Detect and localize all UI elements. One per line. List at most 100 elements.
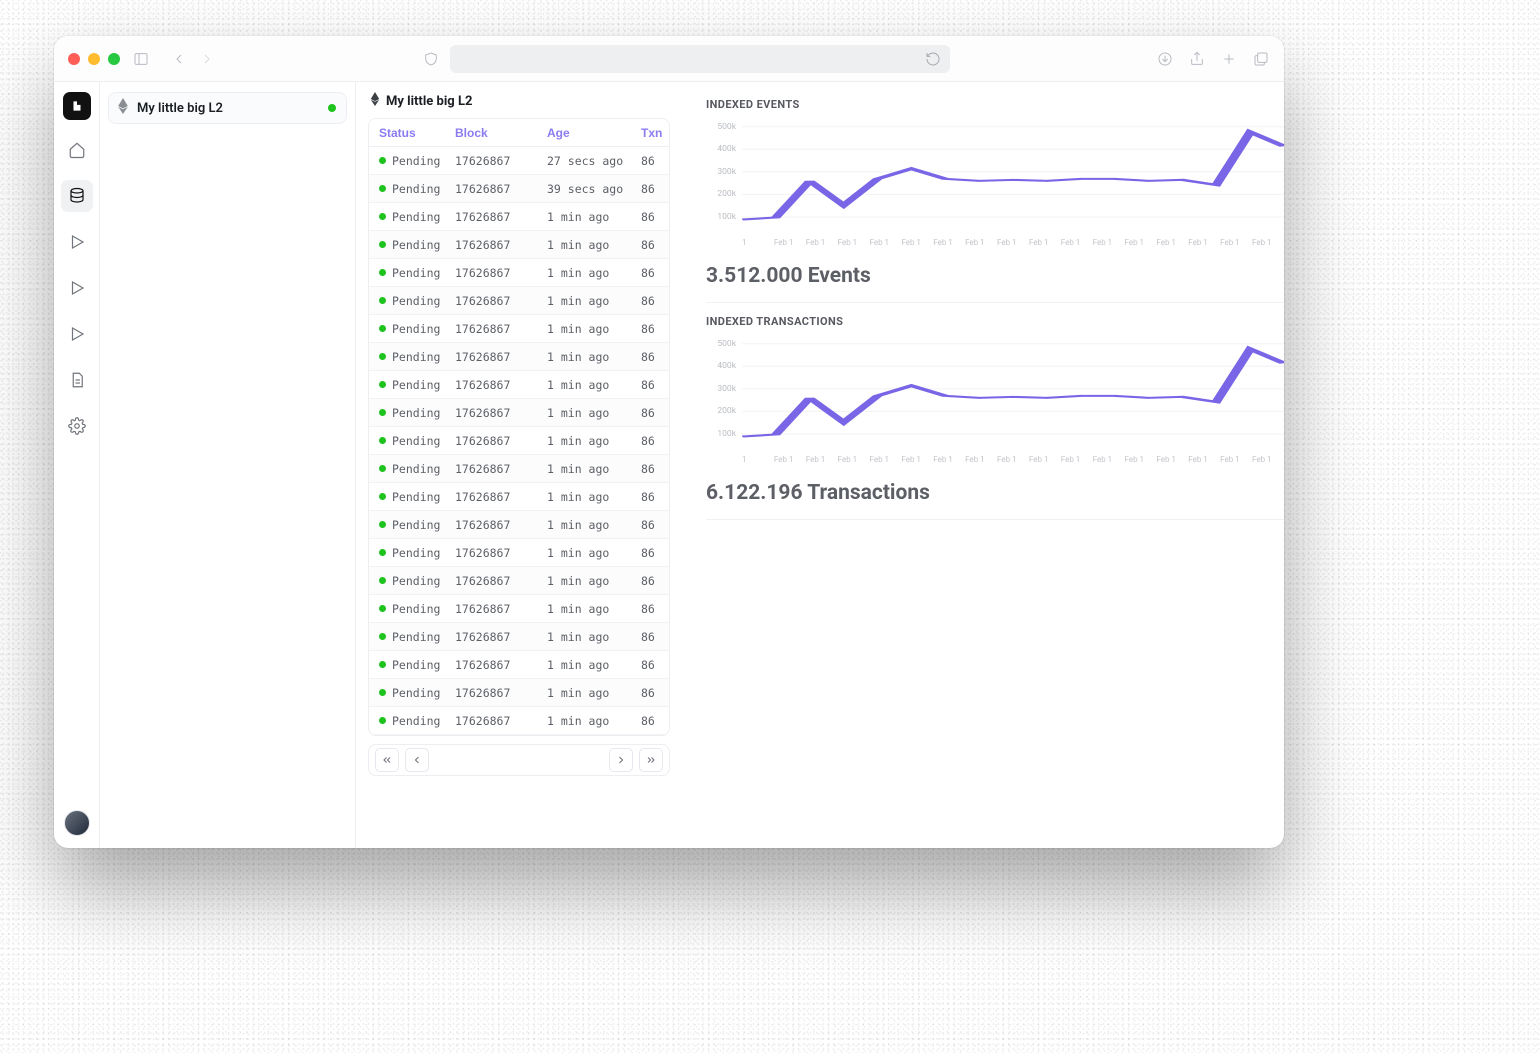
maximize-window-button[interactable] [108,53,120,65]
table-row[interactable]: Pending 17626867 1 min ago 86 [369,315,669,343]
new-tab-icon[interactable] [1220,50,1238,68]
status-dot [379,269,386,276]
project-pill[interactable]: My little big L2 [108,92,347,124]
pager-last[interactable] [639,748,663,772]
rail-settings[interactable] [61,410,93,442]
cell-txn: 86 [641,714,670,728]
table-row[interactable]: Pending 17626867 1 min ago 86 [369,287,669,315]
table-row[interactable]: Pending 17626867 1 min ago 86 [369,455,669,483]
cell-block: 17626867 [455,322,547,336]
cell-txn: 86 [641,462,670,476]
share-icon[interactable] [1188,50,1206,68]
cell-status: Pending [379,658,455,672]
cell-status: Pending [379,322,455,336]
cell-txn: 86 [641,434,670,448]
cell-status: Pending [379,462,455,476]
table-row[interactable]: Pending 17626867 1 min ago 86 [369,343,669,371]
table-row[interactable]: Pending 17626867 1 min ago 86 [369,595,669,623]
cell-age: 39 secs ago [547,182,641,196]
table-row[interactable]: Pending 17626867 1 min ago 86 [369,567,669,595]
address-bar[interactable] [450,45,950,73]
status-dot [379,493,386,500]
app-logo[interactable] [63,92,91,120]
nav-forward-icon[interactable] [198,50,216,68]
table-row[interactable]: Pending 17626867 1 min ago 86 [369,539,669,567]
close-window-button[interactable] [68,53,80,65]
rail-database[interactable] [61,180,93,212]
cell-age: 1 min ago [547,658,641,672]
tabs-icon[interactable] [1252,50,1270,68]
status-dot [379,521,386,528]
table-row[interactable]: Pending 17626867 1 min ago 86 [369,427,669,455]
cell-status: Pending [379,182,455,196]
pager-first[interactable] [375,748,399,772]
minimize-window-button[interactable] [88,53,100,65]
table-row[interactable]: Pending 17626867 1 min ago 86 [369,623,669,651]
cell-txn: 86 [641,602,670,616]
status-dot [379,549,386,556]
chart-events: INDEXED EVENTS 500k400k300k200k100k 1Feb… [706,86,1284,303]
cell-status: Pending [379,686,455,700]
rail-doc[interactable] [61,364,93,396]
rail-play-3[interactable] [61,318,93,350]
status-dot [379,297,386,304]
download-icon[interactable] [1156,50,1174,68]
cell-txn: 86 [641,294,670,308]
status-dot [379,409,386,416]
nav-back-icon[interactable] [170,50,188,68]
table-row[interactable]: Pending 17626867 1 min ago 86 [369,651,669,679]
pagination [368,744,670,776]
table-row[interactable]: Pending 17626867 1 min ago 86 [369,231,669,259]
cell-txn: 86 [641,630,670,644]
status-dot [379,381,386,388]
status-dot [379,633,386,640]
charts-pane: INDEXED EVENTS 500k400k300k200k100k 1Feb… [682,82,1284,848]
col-status[interactable]: Status [379,126,455,140]
pager-prev[interactable] [405,748,429,772]
cell-status: Pending [379,490,455,504]
cell-txn: 86 [641,686,670,700]
table-body: Pending 17626867 27 secs ago 86 Pending … [369,147,669,735]
cell-age: 1 min ago [547,546,641,560]
table-row[interactable]: Pending 17626867 27 secs ago 86 [369,147,669,175]
status-dot [379,157,386,164]
col-txn[interactable]: Txn [641,126,670,140]
col-block[interactable]: Block [455,126,547,140]
cell-age: 1 min ago [547,490,641,504]
pager-next[interactable] [609,748,633,772]
table-row[interactable]: Pending 17626867 1 min ago 86 [369,679,669,707]
cell-age: 1 min ago [547,714,641,728]
table-row[interactable]: Pending 17626867 1 min ago 86 [369,399,669,427]
table-row[interactable]: Pending 17626867 1 min ago 86 [369,483,669,511]
table-row[interactable]: Pending 17626867 1 min ago 86 [369,203,669,231]
rail-home[interactable] [61,134,93,166]
table-row[interactable]: Pending 17626867 1 min ago 86 [369,707,669,735]
col-age[interactable]: Age [547,126,641,140]
table-row[interactable]: Pending 17626867 39 secs ago 86 [369,175,669,203]
cell-txn: 86 [641,322,670,336]
cell-age: 1 min ago [547,322,641,336]
status-dot [379,353,386,360]
cell-status: Pending [379,350,455,364]
cell-age: 1 min ago [547,406,641,420]
chart-transactions: INDEXED TRANSACTIONS 500k400k300k200k100… [706,303,1284,520]
shield-icon[interactable] [422,50,440,68]
rail-play-2[interactable] [61,272,93,304]
table-row[interactable]: Pending 17626867 1 min ago 86 [369,511,669,539]
cell-status: Pending [379,154,455,168]
cell-block: 17626867 [455,462,547,476]
cell-block: 17626867 [455,294,547,308]
cell-block: 17626867 [455,210,547,224]
cell-age: 1 min ago [547,266,641,280]
rail-play-1[interactable] [61,226,93,258]
window-titlebar [54,36,1284,82]
table-row[interactable]: Pending 17626867 1 min ago 86 [369,371,669,399]
status-dot [379,241,386,248]
sidebar-toggle-icon[interactable] [132,50,150,68]
refresh-icon[interactable] [924,50,942,68]
table-row[interactable]: Pending 17626867 1 min ago 86 [369,259,669,287]
user-avatar[interactable] [64,810,90,836]
table-pane: My little big L2 Status Block Age Txn Pe… [356,82,682,848]
chart-transactions-metric: 6.122.196 Transactions [706,481,1284,505]
chart-events-metric: 3.512.000 Events [706,264,1284,288]
